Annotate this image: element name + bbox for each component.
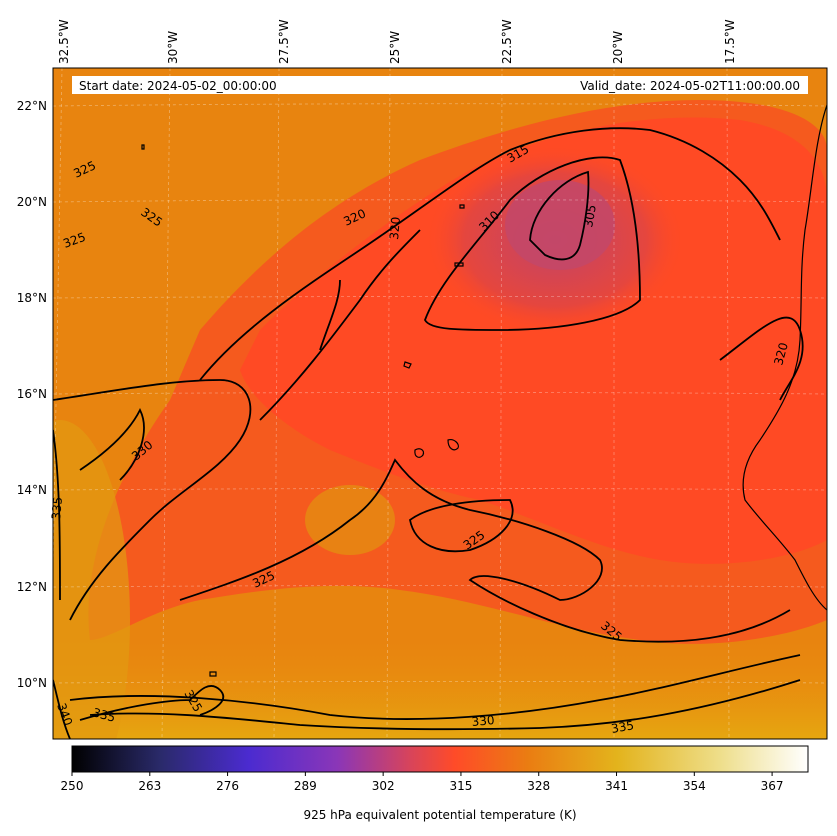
lat-tick: 16°N: [17, 387, 47, 401]
island-d: [403, 361, 412, 369]
coast-africa: [742, 104, 827, 611]
island-a: [141, 144, 145, 150]
lon-tick: 27.5°W: [277, 19, 291, 64]
lon-tick: 20°W: [611, 31, 625, 64]
colorbar-ticks: 250 263 276 289 302 315 328 341 354 367: [61, 772, 784, 793]
contour-305: [529, 170, 590, 261]
island-g: [209, 671, 217, 677]
colorbar-tick-label: 289: [294, 779, 317, 793]
colorbar-tick-label: 328: [527, 779, 550, 793]
contour-label: 305: [581, 204, 599, 229]
island-b: [459, 204, 465, 209]
lon-tick: 22.5°W: [500, 19, 514, 64]
colorbar-tick-label: 341: [605, 779, 628, 793]
contour-label: 335: [610, 718, 635, 736]
contour-340: [53, 679, 71, 739]
contour-320a: [259, 229, 421, 421]
island-e: [414, 448, 425, 458]
coastlines: [141, 104, 827, 677]
field-hot-west: [53, 420, 130, 739]
contour-325c: [179, 458, 791, 643]
lon-tick: 17.5°W: [723, 19, 737, 64]
lat-tick: 12°N: [17, 580, 47, 594]
island-c: [454, 262, 464, 267]
contour-325b: [409, 499, 514, 553]
island-f: [447, 439, 459, 451]
contour-330: [69, 407, 801, 720]
lat-tick: 14°N: [17, 483, 47, 497]
field-hot-south: [53, 640, 827, 739]
lat-tick: 22°N: [17, 99, 47, 113]
colorbar-tick-label: 263: [138, 779, 161, 793]
longitude-tick-labels: 32.5°W 30°W 27.5°W 25°W 22.5°W 20°W 17.5…: [57, 19, 737, 64]
date-header-box: [72, 76, 808, 94]
contour-325a: [53, 379, 252, 621]
contour-label: 335: [49, 496, 65, 520]
lat-tick: 18°N: [17, 291, 47, 305]
colorbar: [71, 745, 809, 773]
field-cold-core: [505, 180, 615, 270]
lon-tick: 32.5°W: [57, 19, 71, 64]
lat-tick: 10°N: [17, 676, 47, 690]
colorbar-tick-label: 250: [61, 779, 84, 793]
contour-label: 330: [471, 713, 495, 729]
contour-315: [199, 127, 781, 381]
contour-325d: [79, 685, 225, 721]
contour-label: 320: [771, 341, 790, 367]
map-frame: [52, 67, 828, 740]
contour-310: [424, 156, 641, 331]
colorbar-tick-label: 367: [761, 779, 784, 793]
contour-335: [53, 429, 801, 731]
colorbar-tick-label: 276: [216, 779, 239, 793]
lat-tick: 20°N: [17, 195, 47, 209]
lon-tick: 30°W: [166, 31, 180, 64]
colorbar-tick-label: 302: [372, 779, 395, 793]
contour-label: 335: [91, 705, 117, 724]
colorbar-title: 925 hPa equivalent potential temperature…: [303, 808, 577, 822]
colorbar-tick-label: 315: [449, 779, 472, 793]
latitude-tick-labels: 22°N 20°N 18°N 16°N 14°N 12°N 10°N: [17, 99, 47, 690]
lon-tick: 25°W: [388, 31, 402, 64]
contour-label: 320: [387, 216, 403, 240]
start-date-label: Start date: 2024-05-02_00:00:00: [79, 79, 277, 93]
colorbar-tick-label: 354: [683, 779, 706, 793]
graticule: [53, 68, 827, 739]
map-area: [53, 68, 827, 739]
contour-lines: [53, 127, 804, 739]
valid-date-label: Valid_date: 2024-05-02T11:00:00.00: [580, 79, 800, 93]
